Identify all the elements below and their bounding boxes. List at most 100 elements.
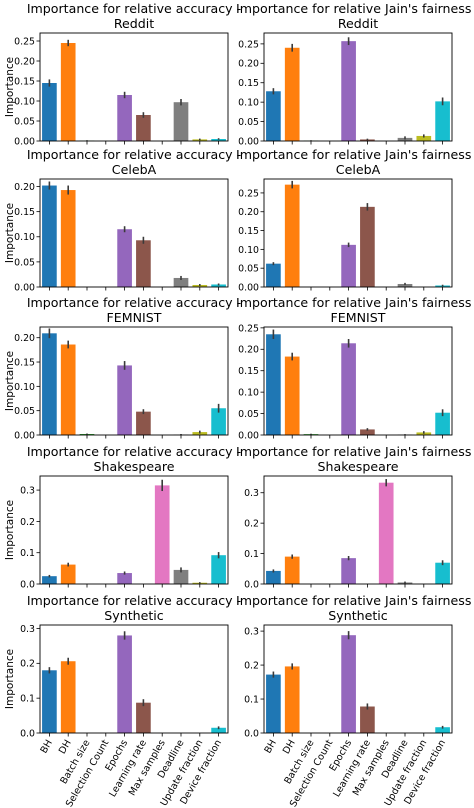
y-tick-label: 0.10 bbox=[14, 232, 35, 243]
bar-epochs bbox=[341, 244, 356, 287]
y-axis-label: Importance bbox=[4, 351, 16, 411]
chart-title-line1: Importance for relative accuracy - bbox=[27, 1, 241, 16]
chart-title-line2: Synthetic bbox=[104, 608, 164, 623]
chart-panel-8: Importance for relative Jain's fairness … bbox=[236, 444, 474, 590]
y-tick-label: 0.1 bbox=[244, 549, 259, 560]
y-tick-label: 0.00 bbox=[238, 282, 259, 293]
axes-frame bbox=[263, 178, 453, 288]
chart-title-line1: Importance for relative Jain's fairness … bbox=[236, 593, 474, 608]
y-tick-label: 0.20 bbox=[14, 56, 35, 67]
bar-bh bbox=[42, 185, 57, 287]
y-tick-label: 0.15 bbox=[238, 78, 259, 89]
bar-dh bbox=[284, 666, 300, 733]
bar-learning-rate bbox=[136, 115, 151, 141]
bar-learning-rate bbox=[136, 240, 151, 287]
y-tick-label: 0.2 bbox=[20, 517, 35, 528]
chart-panel-1: Importance for relative accuracy -Reddit… bbox=[4, 1, 241, 147]
y-tick-label: 0.00 bbox=[238, 136, 259, 147]
bar-device-fraction bbox=[435, 727, 450, 733]
axes-frame bbox=[39, 624, 229, 734]
y-tick-label: 0.10 bbox=[238, 388, 259, 399]
bar-learning-rate bbox=[360, 706, 375, 733]
chart-title-line1: Importance for relative accuracy - bbox=[27, 444, 241, 459]
chart-title-line2: Shakespeare bbox=[318, 459, 399, 474]
bar-device-fraction bbox=[435, 562, 450, 584]
bar-epochs bbox=[117, 635, 132, 733]
axes-frame bbox=[39, 326, 229, 436]
bar-dh bbox=[284, 556, 300, 584]
bar-epochs bbox=[341, 558, 356, 584]
bar-max-samples bbox=[378, 482, 394, 584]
y-tick-label: 0.20 bbox=[14, 333, 35, 344]
chart-title-line1: Importance for relative accuracy - bbox=[27, 593, 241, 608]
bar-device-fraction bbox=[211, 139, 226, 141]
y-tick-label: 0.15 bbox=[14, 207, 35, 218]
bar-device-fraction bbox=[435, 101, 450, 141]
bar-epochs bbox=[341, 343, 356, 435]
bar-learning-rate bbox=[360, 206, 375, 287]
y-tick-label: 0.0 bbox=[20, 728, 35, 739]
y-tick-label: 0.05 bbox=[14, 257, 35, 268]
y-tick-label: 0.05 bbox=[238, 264, 259, 275]
bar-update-fraction bbox=[416, 135, 432, 141]
bar-bh bbox=[42, 670, 57, 733]
y-axis-label: Importance bbox=[4, 203, 16, 263]
chart-title-line1: Importance for relative accuracy - bbox=[27, 147, 241, 162]
x-tick-label: DH bbox=[57, 738, 74, 756]
y-tick-label: 0.2 bbox=[244, 660, 259, 671]
bar-learning-rate bbox=[136, 702, 151, 733]
y-tick-label: 0.1 bbox=[244, 694, 259, 705]
chart-title-line1: Importance for relative Jain's fairness … bbox=[236, 444, 474, 459]
y-tick-label: 0.15 bbox=[14, 357, 35, 368]
bar-max-samples bbox=[154, 485, 170, 584]
chart-title-line2: Shakespeare bbox=[94, 459, 175, 474]
chart-panel-6: Importance for relative Jain's fairness … bbox=[236, 295, 474, 441]
y-tick-label: 0.15 bbox=[238, 366, 259, 377]
y-tick-label: 0.3 bbox=[20, 624, 35, 635]
bar-device-fraction bbox=[211, 284, 226, 287]
y-tick-label: 0.3 bbox=[20, 485, 35, 496]
bar-bh bbox=[42, 83, 57, 141]
chart-panel-7: Importance for relative accuracy -Shakes… bbox=[4, 444, 241, 590]
chart-panel-5: Importance for relative accuracy -FEMNIS… bbox=[4, 295, 241, 441]
bar-dh bbox=[60, 43, 76, 141]
x-tick-label: BH bbox=[263, 738, 279, 755]
bar-dh bbox=[284, 184, 300, 287]
bar-bh bbox=[42, 333, 57, 435]
y-tick-label: 0.10 bbox=[14, 96, 35, 107]
y-tick-label: 0.10 bbox=[14, 382, 35, 393]
bar-bh bbox=[266, 334, 281, 435]
y-tick-label: 0.3 bbox=[244, 488, 259, 499]
chart-title-line1: Importance for relative Jain's fairness … bbox=[236, 147, 474, 162]
y-tick-label: 0.0 bbox=[244, 728, 259, 739]
bar-deadline bbox=[173, 569, 189, 584]
y-tick-label: 0.00 bbox=[14, 430, 35, 441]
y-tick-label: 0.00 bbox=[14, 136, 35, 147]
chart-panel-2: Importance for relative Jain's fairness … bbox=[236, 1, 474, 147]
y-axis-label: Importance bbox=[4, 500, 16, 560]
chart-panel-10: Importance for relative Jain's fairness … bbox=[236, 593, 474, 808]
chart-panel-3: Importance for relative accuracy -CelebA… bbox=[4, 147, 241, 293]
y-tick-label: 0.0 bbox=[244, 579, 259, 590]
bar-device-fraction bbox=[211, 727, 226, 733]
y-tick-label: 0.1 bbox=[20, 548, 35, 559]
axes-frame bbox=[263, 475, 453, 585]
bar-epochs bbox=[341, 635, 356, 733]
bar-dh bbox=[284, 47, 300, 141]
chart-title-line1: Importance for relative accuracy - bbox=[27, 295, 241, 310]
bar-learning-rate bbox=[360, 429, 375, 435]
y-tick-label: 0.20 bbox=[238, 207, 259, 218]
y-tick-label: 0.05 bbox=[238, 117, 259, 128]
bar-epochs bbox=[117, 365, 132, 435]
y-tick-label: 0.2 bbox=[20, 659, 35, 670]
y-tick-label: 0.05 bbox=[238, 409, 259, 420]
chart-panel-4: Importance for relative Jain's fairness … bbox=[236, 147, 474, 293]
bar-epochs bbox=[117, 573, 132, 584]
bar-deadline bbox=[397, 283, 413, 287]
bar-bh bbox=[266, 91, 281, 141]
y-tick-label: 0.15 bbox=[14, 76, 35, 87]
axes-frame bbox=[39, 475, 229, 585]
y-tick-label: 0.3 bbox=[244, 627, 259, 638]
axes-frame bbox=[39, 178, 229, 288]
